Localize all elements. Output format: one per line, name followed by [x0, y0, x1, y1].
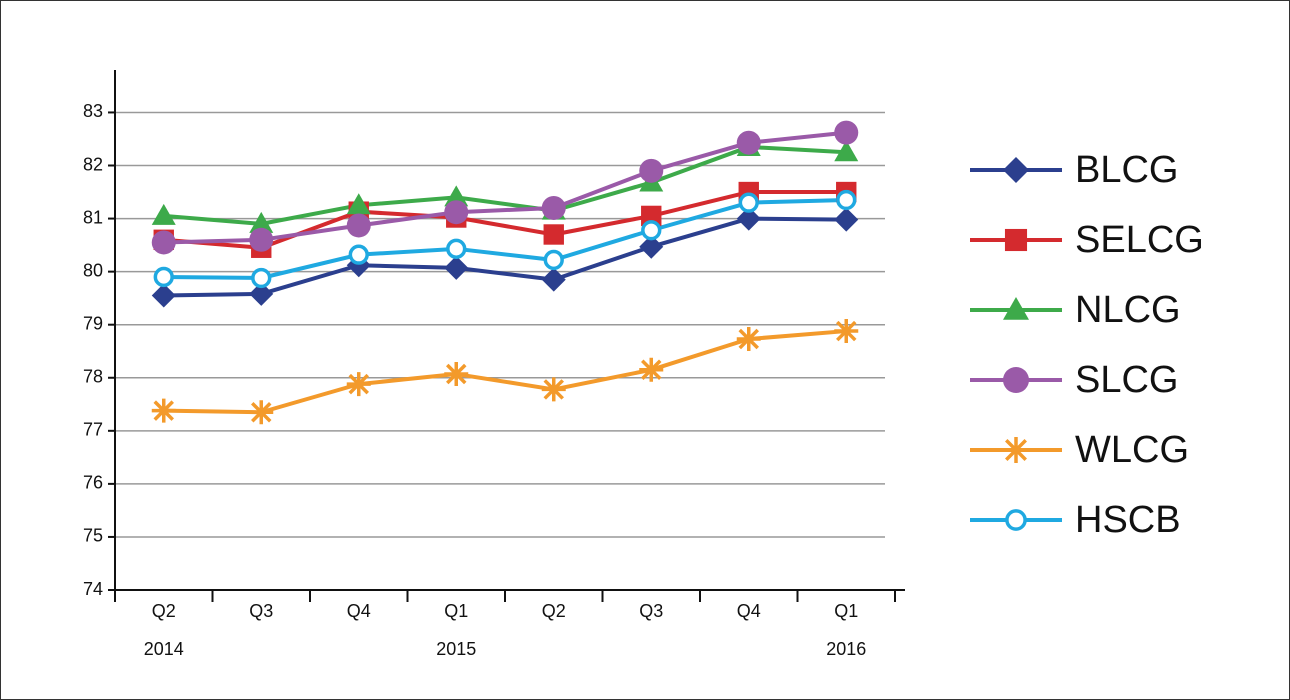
marker: [444, 185, 469, 207]
marker: [1004, 228, 1028, 252]
marker: [444, 200, 469, 225]
marker: [1003, 297, 1029, 320]
marker: [151, 398, 176, 423]
x-group-label: 2016: [826, 639, 866, 659]
y-tick-label: 75: [83, 526, 103, 546]
legend-label: HSCB: [1075, 499, 1181, 541]
x-group-label: 2015: [436, 639, 476, 659]
series-line: [163, 198, 847, 280]
marker: [444, 255, 469, 280]
x-tick-label: Q1: [834, 601, 858, 621]
marker: [1003, 157, 1029, 183]
marker: [641, 220, 662, 241]
marker: [639, 158, 664, 183]
marker: [834, 319, 859, 344]
x-tick-label: Q3: [249, 601, 273, 621]
marker: [834, 120, 859, 145]
marker: [736, 130, 761, 155]
marker: [543, 224, 564, 245]
marker: [836, 189, 857, 211]
marker: [1003, 367, 1029, 393]
x-tick-label: Q2: [152, 601, 176, 621]
marker: [249, 211, 274, 233]
marker: [738, 192, 759, 213]
marker: [543, 249, 564, 271]
y-tick-label: 76: [83, 473, 103, 493]
series-line: [163, 216, 847, 298]
marker: [639, 234, 664, 259]
marker: [541, 195, 566, 220]
x-tick-label: Q4: [737, 601, 761, 621]
series-line: [163, 130, 847, 245]
y-tick-label: 77: [83, 420, 103, 440]
x-tick-label: Q4: [347, 601, 371, 621]
y-tick-label: 83: [83, 101, 103, 121]
marker: [446, 238, 467, 259]
y-tick-label: 74: [83, 579, 103, 599]
marker: [151, 203, 176, 225]
marker: [151, 230, 176, 255]
y-tick-label: 82: [83, 154, 103, 174]
marker: [736, 327, 761, 352]
series-line: [163, 329, 847, 415]
y-tick-label: 79: [83, 313, 103, 333]
marker: [249, 400, 274, 425]
series-line: [163, 190, 847, 250]
marker: [541, 267, 566, 292]
marker: [346, 193, 371, 215]
marker: [346, 372, 371, 397]
x-group-label: 2014: [144, 639, 184, 659]
marker: [834, 140, 859, 162]
y-tick-label: 80: [83, 260, 103, 280]
x-tick-label: Q1: [444, 601, 468, 621]
marker: [736, 206, 761, 231]
legend-label: BLCG: [1075, 149, 1178, 191]
y-tick-label: 81: [83, 207, 103, 227]
legend-label: NLCG: [1075, 289, 1181, 331]
marker: [348, 244, 369, 265]
marker: [346, 213, 371, 238]
legend-label: SELCG: [1075, 219, 1204, 261]
marker: [249, 227, 274, 252]
marker: [151, 283, 176, 308]
marker: [1003, 437, 1029, 463]
marker: [249, 281, 274, 306]
marker: [541, 377, 566, 402]
marker: [641, 205, 662, 227]
marker: [1005, 509, 1027, 531]
marker: [834, 207, 859, 232]
marker: [153, 266, 174, 288]
marker: [444, 362, 469, 387]
series-line: [163, 144, 847, 226]
legend-label: WLCG: [1075, 429, 1189, 471]
legend-label: SLCG: [1075, 359, 1178, 401]
marker: [251, 267, 272, 289]
y-tick-label: 78: [83, 367, 103, 387]
x-tick-label: Q2: [542, 601, 566, 621]
x-tick-label: Q3: [639, 601, 663, 621]
marker: [639, 357, 664, 382]
